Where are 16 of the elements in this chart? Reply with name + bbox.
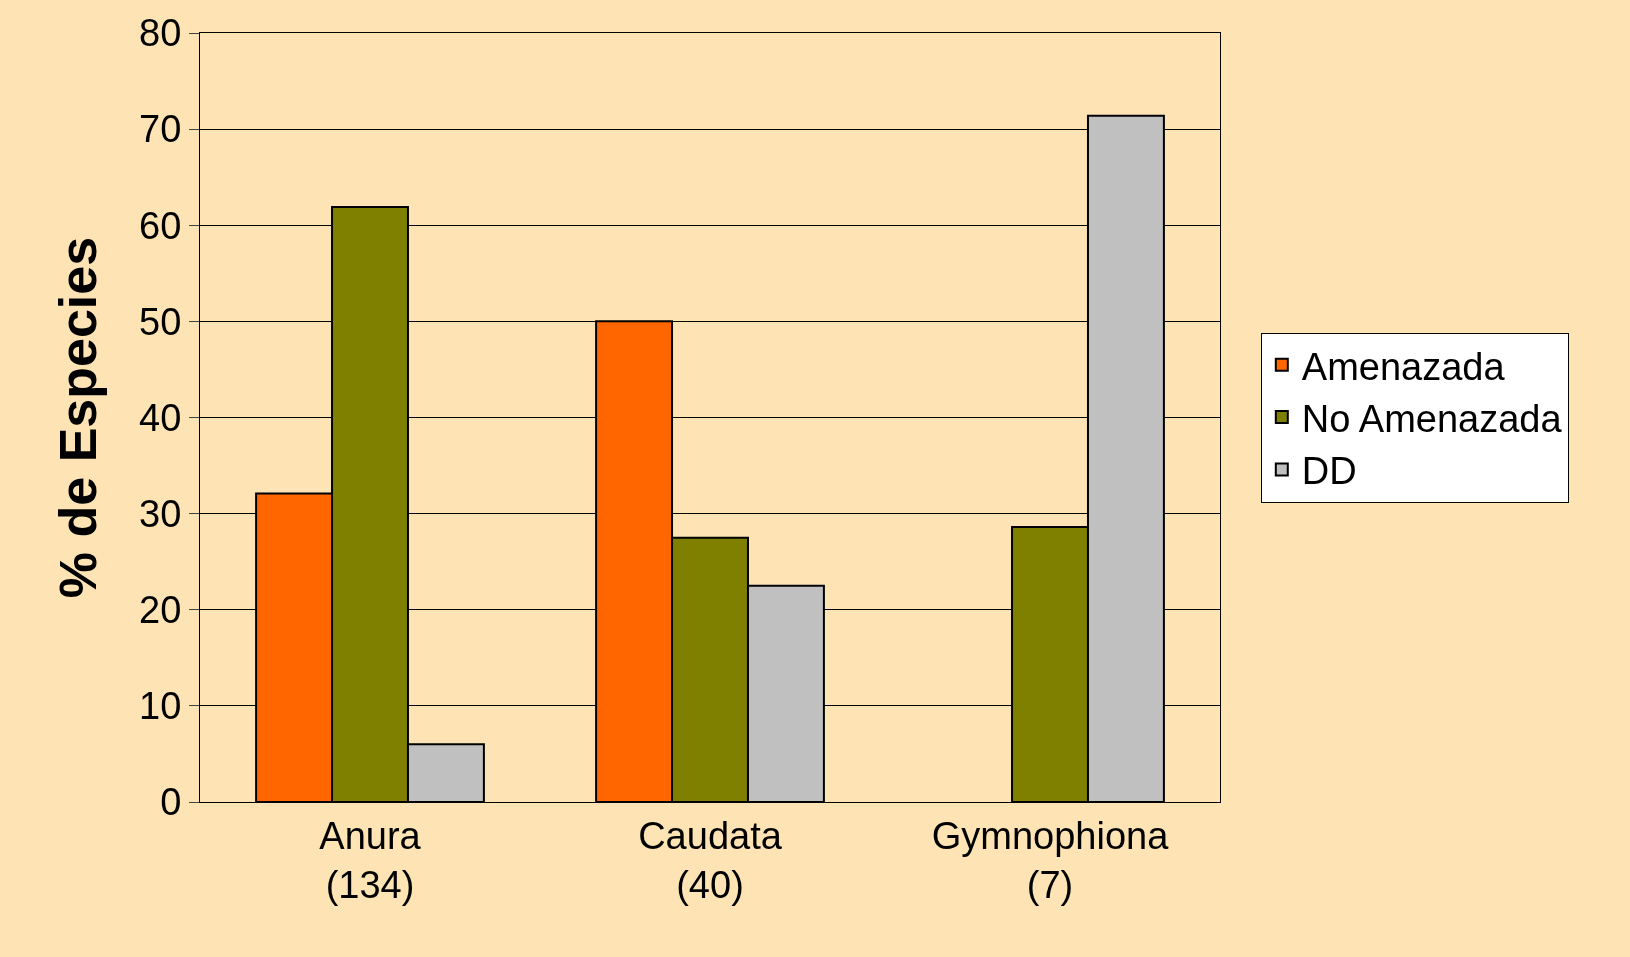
legend-label: No Amenazada [1301, 397, 1563, 440]
y-tick-label: 70 [139, 108, 182, 151]
legend-label: DD [1301, 450, 1357, 493]
y-tick-label: 80 [139, 12, 182, 55]
y-tick-label: 10 [139, 685, 182, 728]
legend-label: Amenazada [1301, 345, 1506, 388]
y-tick-label: 40 [139, 396, 182, 439]
y-tick-label: 60 [139, 204, 182, 247]
y-tick-label: 30 [139, 492, 182, 535]
x-tick-label: Gymnophiona (7) [931, 814, 1170, 906]
y-axis-title: % de Especies [49, 236, 108, 599]
y-tick-label: 0 [160, 781, 182, 824]
y-tick-label: 50 [139, 300, 182, 343]
y-tick-label: 20 [139, 589, 182, 632]
x-tick-label: Caudata (40) [638, 814, 783, 906]
x-tick-label: Anura (134) [319, 814, 422, 906]
